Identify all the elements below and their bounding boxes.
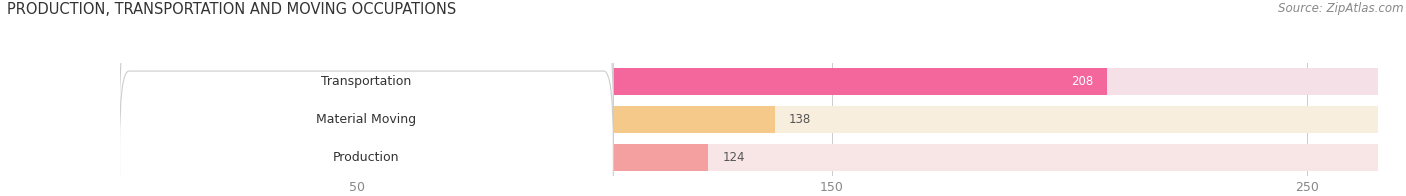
Text: 124: 124	[723, 151, 745, 164]
Text: PRODUCTION, TRANSPORTATION AND MOVING OCCUPATIONS: PRODUCTION, TRANSPORTATION AND MOVING OC…	[7, 2, 457, 17]
Bar	[120, 106, 1378, 133]
Text: Production: Production	[333, 151, 399, 164]
Text: Material Moving: Material Moving	[316, 113, 416, 126]
Text: 138: 138	[789, 113, 811, 126]
FancyBboxPatch shape	[120, 33, 613, 196]
Bar	[120, 144, 1378, 171]
Bar	[120, 68, 1378, 95]
Bar	[120, 106, 775, 133]
Bar	[120, 68, 1107, 95]
Text: Transportation: Transportation	[322, 75, 412, 88]
FancyBboxPatch shape	[120, 0, 613, 168]
Bar	[120, 144, 709, 171]
Text: Source: ZipAtlas.com: Source: ZipAtlas.com	[1278, 2, 1403, 15]
Text: 208: 208	[1071, 75, 1092, 88]
FancyBboxPatch shape	[120, 71, 613, 196]
